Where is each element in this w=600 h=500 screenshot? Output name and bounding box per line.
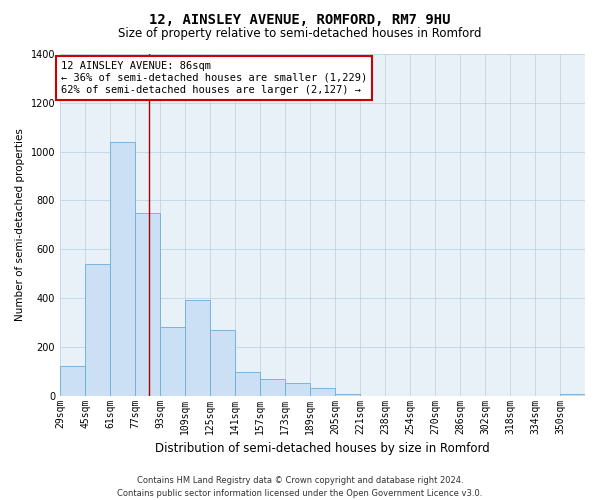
Bar — [85, 264, 110, 396]
Bar — [210, 330, 235, 396]
Text: 12 AINSLEY AVENUE: 86sqm
← 36% of semi-detached houses are smaller (1,229)
62% o: 12 AINSLEY AVENUE: 86sqm ← 36% of semi-d… — [61, 62, 367, 94]
Bar — [310, 388, 335, 396]
Bar — [335, 394, 360, 396]
Text: Contains HM Land Registry data © Crown copyright and database right 2024.
Contai: Contains HM Land Registry data © Crown c… — [118, 476, 482, 498]
Bar — [135, 212, 160, 396]
Bar — [110, 142, 135, 396]
Y-axis label: Number of semi-detached properties: Number of semi-detached properties — [15, 128, 25, 322]
Bar — [235, 372, 260, 396]
X-axis label: Distribution of semi-detached houses by size in Romford: Distribution of semi-detached houses by … — [155, 442, 490, 455]
Text: 12, AINSLEY AVENUE, ROMFORD, RM7 9HU: 12, AINSLEY AVENUE, ROMFORD, RM7 9HU — [149, 12, 451, 26]
Bar — [60, 366, 85, 396]
Text: Size of property relative to semi-detached houses in Romford: Size of property relative to semi-detach… — [118, 28, 482, 40]
Bar — [260, 378, 285, 396]
Bar — [185, 300, 210, 396]
Bar — [285, 384, 310, 396]
Bar — [560, 394, 585, 396]
Bar — [160, 328, 185, 396]
